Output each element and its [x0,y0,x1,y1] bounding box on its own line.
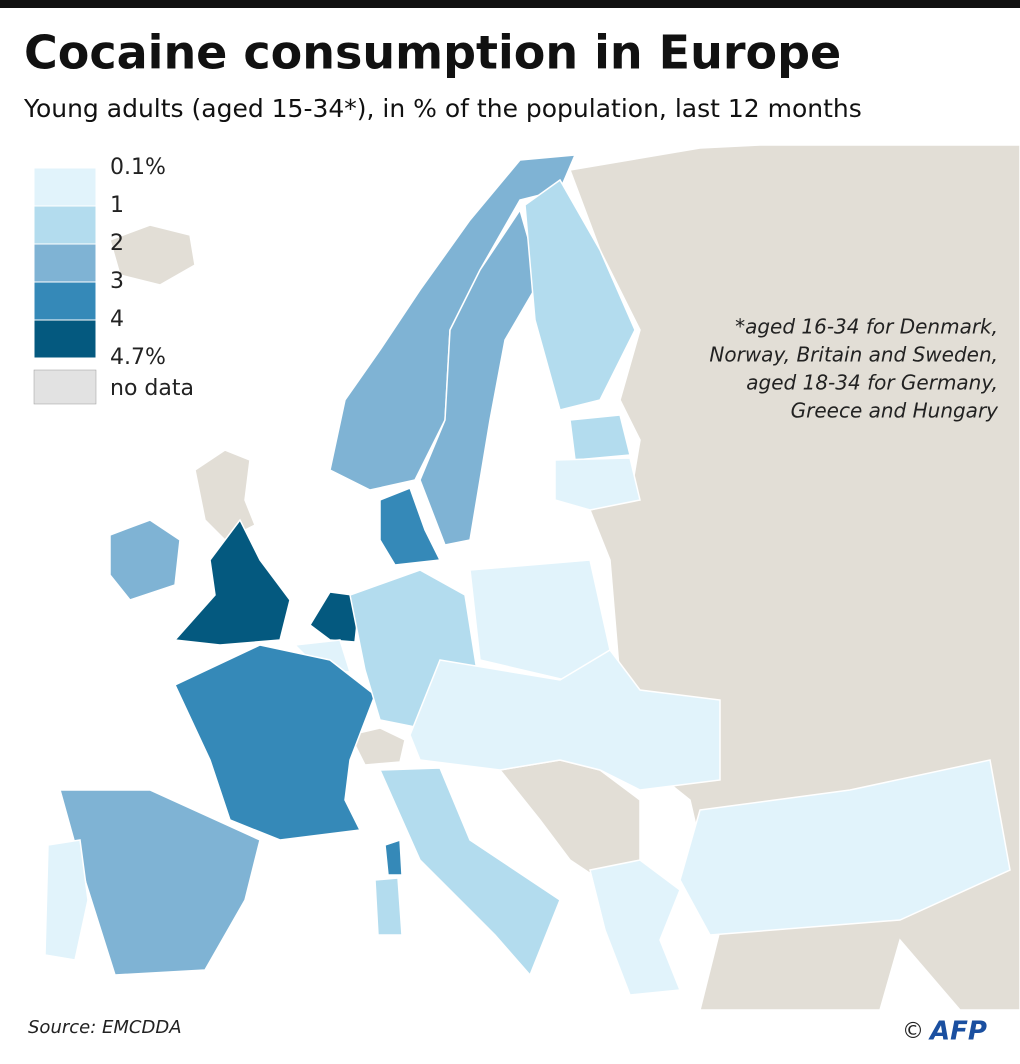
estonia [569,414,631,461]
legend-label: 0.1% [110,155,166,180]
credit-agency: AFP [928,1017,987,1047]
denmark [379,487,442,566]
countries [44,144,1020,1011]
legend-label: 1 [110,193,124,218]
italy [378,767,561,977]
subtitle: Young adults (aged 15-34*), in % of the … [23,94,862,123]
legend-swatch [33,243,97,283]
britain [173,518,291,646]
greece [589,859,682,996]
source: Source: EMCDDA [28,1017,182,1038]
top-rule [0,0,1020,8]
corsica [384,838,403,876]
iceland [109,224,196,286]
legend-swatch [33,281,97,321]
note: *aged 16-34 for Denmark, Norway, Britain… [709,315,999,423]
central-east [409,649,721,791]
title: Cocaine consumption in Europe [24,26,841,80]
sardinia [374,877,403,936]
legend-swatch [33,319,97,359]
legend-swatch [33,167,97,207]
france [174,644,376,841]
legend-swatch [33,205,97,245]
spain [59,789,261,976]
switzerland [348,727,406,766]
note-line: *aged 16-34 for Denmark, [735,315,998,339]
legend-label: 4.7% [110,345,166,370]
scotland [194,449,256,541]
credit-symbol: © [902,1019,924,1044]
legend: 0.1% 1 2 3 4 4.7% no data [33,155,194,405]
ireland [109,519,181,601]
legend-no-data-swatch [33,369,97,405]
legend-no-data-label: no data [110,376,194,401]
legend-label: 3 [110,269,124,294]
turkey [679,759,1011,936]
portugal [44,839,89,961]
note-line: aged 18-34 for Germany, [746,371,998,395]
finland [524,178,636,411]
latvia-lithuania [554,457,641,511]
note-line: Greece and Hungary [791,399,1000,423]
note-line: Norway, Britain and Sweden, [709,343,998,367]
legend-label: 2 [110,231,124,256]
legend-label: 4 [110,307,124,332]
